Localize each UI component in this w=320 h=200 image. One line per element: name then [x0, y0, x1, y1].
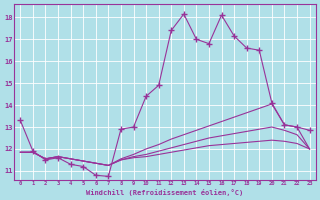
X-axis label: Windchill (Refroidissement éolien,°C): Windchill (Refroidissement éolien,°C) — [86, 189, 244, 196]
